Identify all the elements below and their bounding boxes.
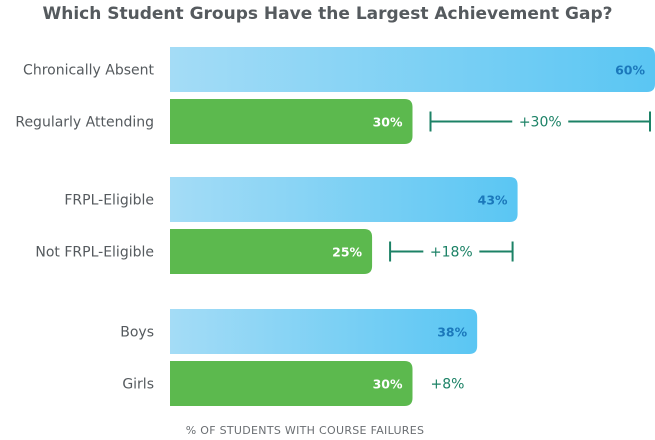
x-axis-label: % OF STUDENTS WITH COURSE FAILURES — [185, 424, 425, 437]
category-label-regularly-attending: Regularly Attending — [15, 115, 154, 131]
value-label-not-frpl-eligible: 25% — [332, 245, 362, 260]
bar-regularly-attending — [170, 99, 413, 144]
gap-label-1: +18% — [430, 245, 473, 261]
value-label-regularly-attending: 30% — [373, 115, 403, 130]
chart-title: Which Student Groups Have the Largest Ac… — [42, 4, 613, 24]
category-label-boys: Boys — [120, 325, 154, 341]
bar-boys — [170, 309, 478, 354]
value-label-chronically-absent: 60% — [615, 63, 645, 78]
value-label-boys: 38% — [437, 325, 467, 340]
category-label-girls: Girls — [122, 377, 154, 393]
bar-frpl-eligible — [170, 177, 518, 222]
bar-girls — [170, 361, 413, 406]
gap-label-2: +8% — [431, 377, 465, 393]
bar-chronically-absent — [170, 47, 655, 92]
gap-label-0: +30% — [519, 115, 562, 131]
value-label-frpl-eligible: 43% — [478, 193, 508, 208]
value-label-girls: 30% — [373, 377, 403, 392]
category-label-not-frpl-eligible: Not FRPL-Eligible — [35, 245, 154, 261]
bar-not-frpl-eligible — [170, 229, 373, 274]
category-label-frpl-eligible: FRPL-Eligible — [64, 193, 154, 209]
category-label-chronically-absent: Chronically Absent — [23, 63, 154, 79]
